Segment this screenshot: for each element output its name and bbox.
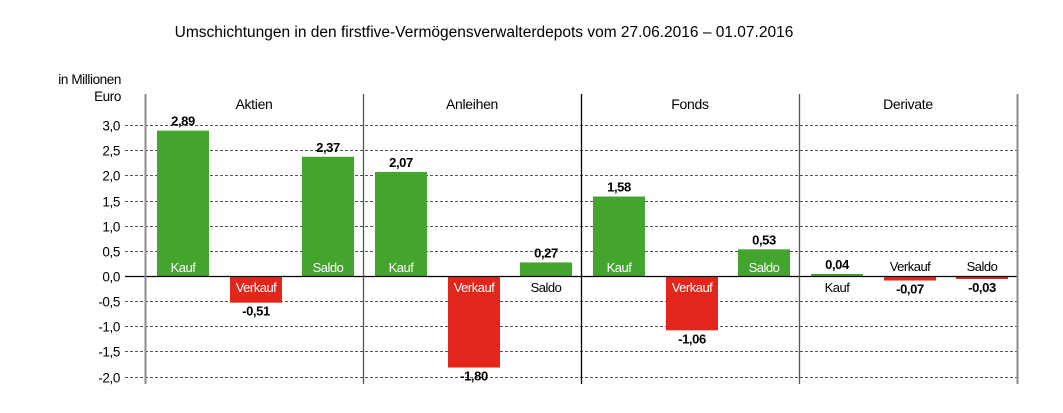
y-axis-ticks: 3,0 2,5 2,0 1,5 1,0 0,5 0,0 -0,5 -1,0 -1,5 -2,0: [98, 119, 120, 386]
y-tick-label: 2,5: [102, 144, 120, 159]
y-tick-label: -1,0: [98, 320, 120, 335]
bar-anleihen-verkauf: [448, 277, 500, 368]
value-label: 0,27: [534, 245, 558, 260]
bar-name-label: Kauf: [171, 260, 197, 275]
bar-derivate-verkauf: [884, 277, 936, 281]
value-label: -1,06: [678, 331, 706, 346]
y-tick-label: -0,5: [98, 295, 120, 310]
value-label: -0,07: [896, 282, 924, 297]
bars: [157, 130, 1008, 368]
bar-anleihen-saldo: [520, 262, 572, 276]
bar-name-label: Kauf: [389, 260, 415, 275]
y-tick-label: 2,0: [102, 169, 120, 184]
y-tick-label: 1,5: [102, 195, 120, 210]
bar-name-label: Kauf: [607, 260, 633, 275]
bar-aktien-saldo: [302, 156, 354, 276]
value-label: 2,37: [316, 140, 340, 155]
value-label: -0,51: [242, 304, 270, 319]
value-label: 1,58: [607, 180, 631, 195]
group-label: Derivate: [883, 96, 933, 112]
bar-name-label: Saldo: [531, 280, 562, 295]
chart-title: Umschichtungen in den firstfive-Vermögen…: [175, 24, 794, 41]
value-label: -1,80: [460, 369, 488, 384]
bar-fonds-saldo: [738, 249, 790, 276]
bar-name-label: Verkauf: [454, 280, 495, 295]
bar-derivate-kauf: [811, 273, 863, 276]
y-axis-unit-line1: in Millionen: [58, 72, 121, 87]
gridlines: [125, 125, 1017, 378]
bar-name-label: Kauf: [825, 280, 851, 295]
bar-fonds-verkauf: [666, 277, 718, 331]
bar-name-label: Saldo: [749, 260, 780, 275]
bar-fonds-kauf: [593, 196, 645, 276]
bar-name-label: Saldo: [967, 259, 998, 274]
bar-name-label: Verkauf: [890, 259, 931, 274]
y-axis-unit-line2: Euro: [94, 89, 121, 104]
bar-name-label: Verkauf: [236, 280, 277, 295]
y-tick-label: 3,0: [102, 119, 120, 134]
bar-aktien-kauf: [157, 130, 209, 276]
y-tick-label: 0,5: [102, 245, 120, 260]
value-label: -0,03: [968, 280, 996, 295]
value-label: 0,53: [752, 232, 776, 247]
bar-name-label: Saldo: [313, 260, 344, 275]
value-label: 2,07: [389, 155, 413, 170]
bar-aktien-verkauf: [230, 277, 282, 303]
bar-name-label: Verkauf: [672, 280, 713, 295]
group-label: Fonds: [671, 96, 709, 112]
y-tick-label: -1,5: [98, 345, 120, 360]
bar-anleihen-kauf: [375, 171, 427, 276]
value-label: 2,89: [171, 114, 195, 129]
bar-derivate-saldo: [956, 277, 1008, 279]
group-label: Anleihen: [446, 96, 498, 112]
labels: 2,89 Kauf -0,51 Verkauf 2,37 Saldo Aktien 2,07 K…: [171, 96, 999, 384]
group-label: Aktien: [235, 96, 272, 112]
y-tick-label: 0,0: [102, 270, 120, 285]
y-tick-label: 1,0: [102, 220, 120, 235]
y-tick-label: -2,0: [98, 371, 120, 386]
value-label: 0,04: [825, 257, 850, 272]
group-dividers: [125, 94, 1019, 384]
